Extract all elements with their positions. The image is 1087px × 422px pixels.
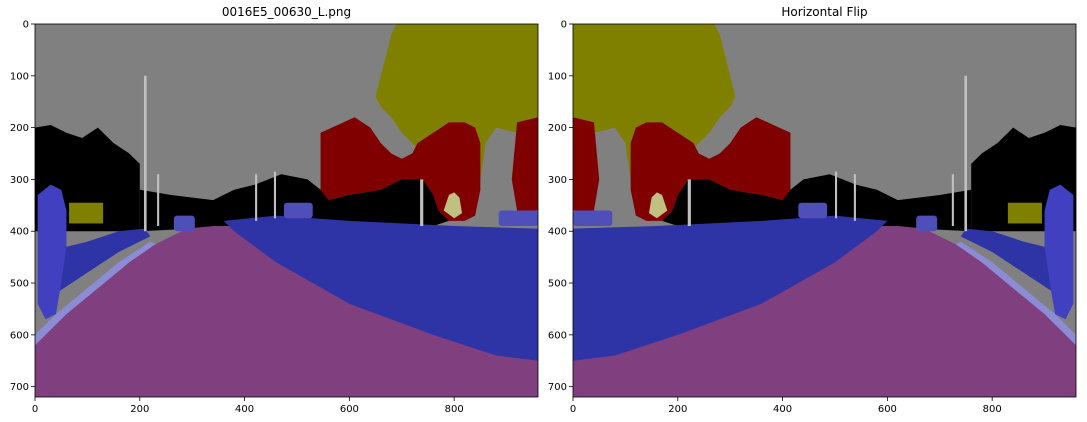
y-tick-label: 700 — [10, 382, 29, 393]
segmentation-image — [573, 24, 1076, 397]
panel-title: Horizontal Flip — [781, 5, 867, 19]
y-tick-label: 300 — [10, 175, 29, 186]
x-tick-label: 600 — [340, 404, 359, 415]
x-tick-label: 800 — [445, 404, 464, 415]
y-tick-label: 400 — [548, 227, 567, 238]
x-tick-label: 200 — [130, 404, 149, 415]
y-tick-label: 600 — [548, 330, 567, 341]
y-tick-label: 400 — [10, 227, 29, 238]
y-tick-label: 0 — [561, 20, 567, 31]
x-tick-label: 400 — [235, 404, 254, 415]
x-tick-label: 0 — [570, 404, 576, 415]
y-tick-label: 700 — [548, 382, 567, 393]
y-tick-label: 0 — [23, 20, 29, 31]
panel-title: 0016E5_00630_L.png — [222, 5, 351, 19]
y-tick-label: 200 — [548, 123, 567, 134]
axes-frame — [34, 23, 539, 398]
y-tick-label: 300 — [548, 175, 567, 186]
x-tick-label: 0 — [32, 404, 38, 415]
y-tick-label: 100 — [10, 71, 29, 82]
panel-1: 0016E5_00630_L.png 0 200 400 600 800 0 100 200 30… — [10, 5, 539, 415]
y-tick-label: 500 — [10, 279, 29, 290]
panels-layer: 0016E5_00630_L.png 0 200 400 600 800 0 100 200 30… — [10, 5, 1077, 415]
x-tick-label: 600 — [878, 404, 897, 415]
x-tick-label: 400 — [773, 404, 792, 415]
y-tick-label: 500 — [548, 279, 567, 290]
panel-2: Horizontal Flip 0 200 400 600 800 0 100 200 300 40… — [548, 5, 1077, 415]
segmentation-image — [35, 24, 538, 397]
x-tick-label: 200 — [668, 404, 687, 415]
y-tick-label: 200 — [10, 123, 29, 134]
axes-frame — [572, 23, 1077, 398]
y-tick-label: 600 — [10, 330, 29, 341]
x-tick-label: 800 — [983, 404, 1002, 415]
y-tick-label: 100 — [548, 71, 567, 82]
